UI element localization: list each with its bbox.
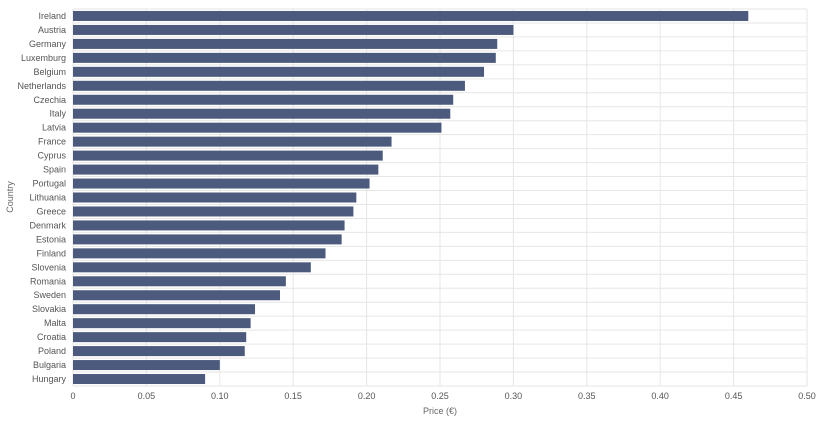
y-tick-label-ireland: Ireland xyxy=(38,11,66,21)
x-tick-label: 0.15 xyxy=(284,391,302,401)
y-axis-title: Country xyxy=(5,181,15,213)
y-tick-label-hungary: Hungary xyxy=(32,374,67,384)
y-tick-label-netherlands: Netherlands xyxy=(17,81,66,91)
x-axis-title: Price (€) xyxy=(423,406,457,416)
y-tick-label-bulgaria: Bulgaria xyxy=(33,360,66,370)
bar-hungary[interactable] xyxy=(73,374,206,385)
y-tick-label-sweden: Sweden xyxy=(33,290,66,300)
bar-spain[interactable] xyxy=(73,164,379,175)
bar-finland[interactable] xyxy=(73,248,326,259)
y-tick-label-portugal: Portugal xyxy=(32,179,66,189)
bar-latvia[interactable] xyxy=(73,122,442,133)
bar-luxemburg[interactable] xyxy=(73,52,496,63)
bar-bulgaria[interactable] xyxy=(73,360,220,371)
x-axis-tick-labels: 0 0.05 0.10 0.15 0.20 0.25 0.30 0.35 0.40 0.45 0.5… xyxy=(70,391,815,401)
y-tick-label-germany: Germany xyxy=(29,39,67,49)
bar-slovenia[interactable] xyxy=(73,262,311,273)
y-tick-label-romania: Romania xyxy=(30,276,66,286)
bar-cyprus[interactable] xyxy=(73,150,383,161)
y-tick-label-slovenia: Slovenia xyxy=(31,262,66,272)
bar-poland[interactable] xyxy=(73,346,245,357)
bar-lithuania[interactable] xyxy=(73,192,357,203)
y-tick-label-lithuania: Lithuania xyxy=(29,193,66,203)
bar-czechia[interactable] xyxy=(73,94,454,105)
bar-denmark[interactable] xyxy=(73,220,345,231)
y-tick-label-austria: Austria xyxy=(38,25,66,35)
y-tick-label-estonia: Estonia xyxy=(36,234,66,244)
y-tick-label-italy: Italy xyxy=(49,109,66,119)
bar-greece[interactable] xyxy=(73,206,354,217)
x-tick-label: 0.40 xyxy=(651,391,669,401)
y-tick-label-spain: Spain xyxy=(43,165,66,175)
x-tick-label: 0.25 xyxy=(431,391,449,401)
y-tick-label-croatia: Croatia xyxy=(37,332,66,342)
y-tick-label-malta: Malta xyxy=(44,318,66,328)
y-tick-label-france: France xyxy=(38,137,66,147)
y-tick-label-greece: Greece xyxy=(36,206,66,216)
y-tick-label-latvia: Latvia xyxy=(42,123,66,133)
bar-romania[interactable] xyxy=(73,276,286,287)
bar-austria[interactable] xyxy=(73,24,514,35)
x-tick-label: 0.10 xyxy=(211,391,229,401)
x-tick-label: 0.45 xyxy=(725,391,743,401)
bars-layer xyxy=(73,10,749,385)
x-tick-label: 0.30 xyxy=(505,391,523,401)
y-tick-label-czechia: Czechia xyxy=(33,95,66,105)
y-tick-label-finland: Finland xyxy=(36,248,66,258)
bar-belgium[interactable] xyxy=(73,66,485,77)
bar-slovakia[interactable] xyxy=(73,304,256,315)
bar-ireland[interactable] xyxy=(73,10,749,21)
y-tick-label-belgium: Belgium xyxy=(33,67,66,77)
y-tick-label-denmark: Denmark xyxy=(29,220,66,230)
y-tick-label-poland: Poland xyxy=(38,346,66,356)
bar-netherlands[interactable] xyxy=(73,80,465,91)
y-axis-tick-labels: Ireland Austria Germany Luxemburg Belgium Net… xyxy=(17,11,66,384)
bar-malta[interactable] xyxy=(73,318,251,329)
x-tick-label: 0.05 xyxy=(138,391,156,401)
bar-croatia[interactable] xyxy=(73,332,247,343)
x-tick-label: 0.35 xyxy=(578,391,596,401)
x-tick-label: 0.50 xyxy=(798,391,816,401)
bar-portugal[interactable] xyxy=(73,178,370,189)
x-tick-label: 0 xyxy=(70,391,75,401)
bar-italy[interactable] xyxy=(73,108,451,119)
bar-france[interactable] xyxy=(73,136,392,147)
x-tick-label: 0.20 xyxy=(358,391,376,401)
bar-estonia[interactable] xyxy=(73,234,342,245)
y-tick-label-slovakia: Slovakia xyxy=(32,304,66,314)
bar-germany[interactable] xyxy=(73,38,498,49)
bar-sweden[interactable] xyxy=(73,290,280,301)
y-tick-label-luxemburg: Luxemburg xyxy=(21,53,66,63)
y-tick-label-cyprus: Cyprus xyxy=(37,151,66,161)
